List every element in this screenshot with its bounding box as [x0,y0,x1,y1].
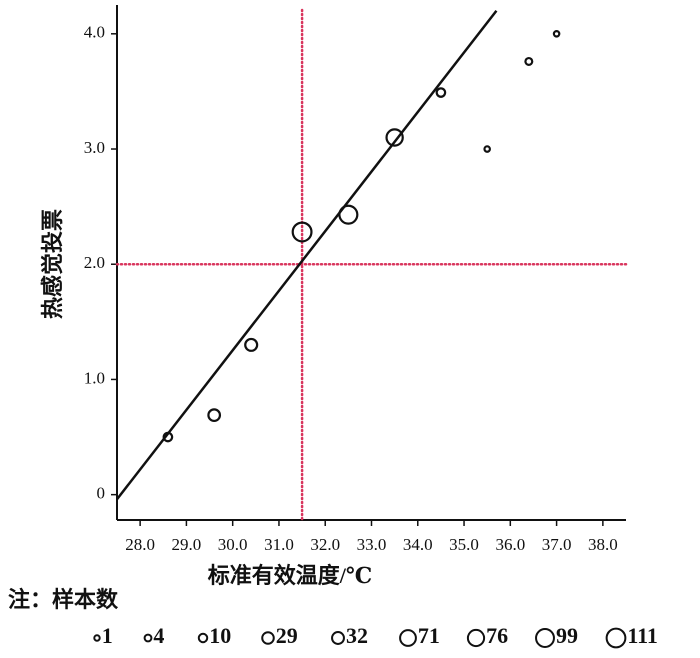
legend-bubble [331,631,345,645]
x-tick-label: 35.0 [449,535,479,554]
legend-bubble [605,627,627,649]
x-tick-label: 29.0 [172,535,202,554]
x-tick-label: 36.0 [495,535,525,554]
legend-label: 1 [102,623,113,648]
x-axis-label: 标准有效温度/℃ [208,563,372,588]
legend-bubble [261,631,275,645]
legend-label: 4 [153,623,164,648]
x-tick-label: 34.0 [403,535,433,554]
bubble [552,30,561,38]
bubble [291,221,313,243]
y-tick-label: 0 [97,484,106,503]
x-tick-label: 28.0 [125,535,155,554]
x-tick-label: 32.0 [310,535,340,554]
legend-label: 76 [486,623,508,648]
bubble [435,87,447,98]
legend-bubble [535,628,555,648]
y-tick-label: 1.0 [84,368,105,387]
bubble [385,128,404,147]
legend-bubble [466,628,486,648]
x-tick-label: 31.0 [264,535,294,554]
legend-label: 32 [346,623,368,648]
y-tick-label: 4.0 [84,23,105,42]
x-tick-label: 30.0 [218,535,248,554]
x-tick-label: 38.0 [588,535,618,554]
bubble [338,204,359,225]
legend-label: 99 [556,623,578,648]
bubble [207,408,222,423]
bubble [162,431,174,443]
fit-line [116,9,498,501]
legend-label: 29 [276,623,298,648]
legend-bubble [143,633,153,643]
bubble [244,337,259,352]
legend-label: 10 [209,623,231,648]
legend-bubble [399,629,417,647]
bubble [524,56,534,66]
y-tick-label: 3.0 [84,138,105,157]
legend-title: 注：样本数 [8,587,119,612]
legend-label: 71 [418,623,440,648]
y-tick-label: 2.0 [84,253,105,272]
legend-bubble [197,632,209,644]
legend-bubble [93,634,101,642]
bubble [483,145,491,153]
x-tick-label: 33.0 [357,535,387,554]
legend-label: 111 [627,623,658,648]
x-tick-label: 37.0 [542,535,572,554]
y-axis-label: 热感觉投票 [40,209,65,319]
